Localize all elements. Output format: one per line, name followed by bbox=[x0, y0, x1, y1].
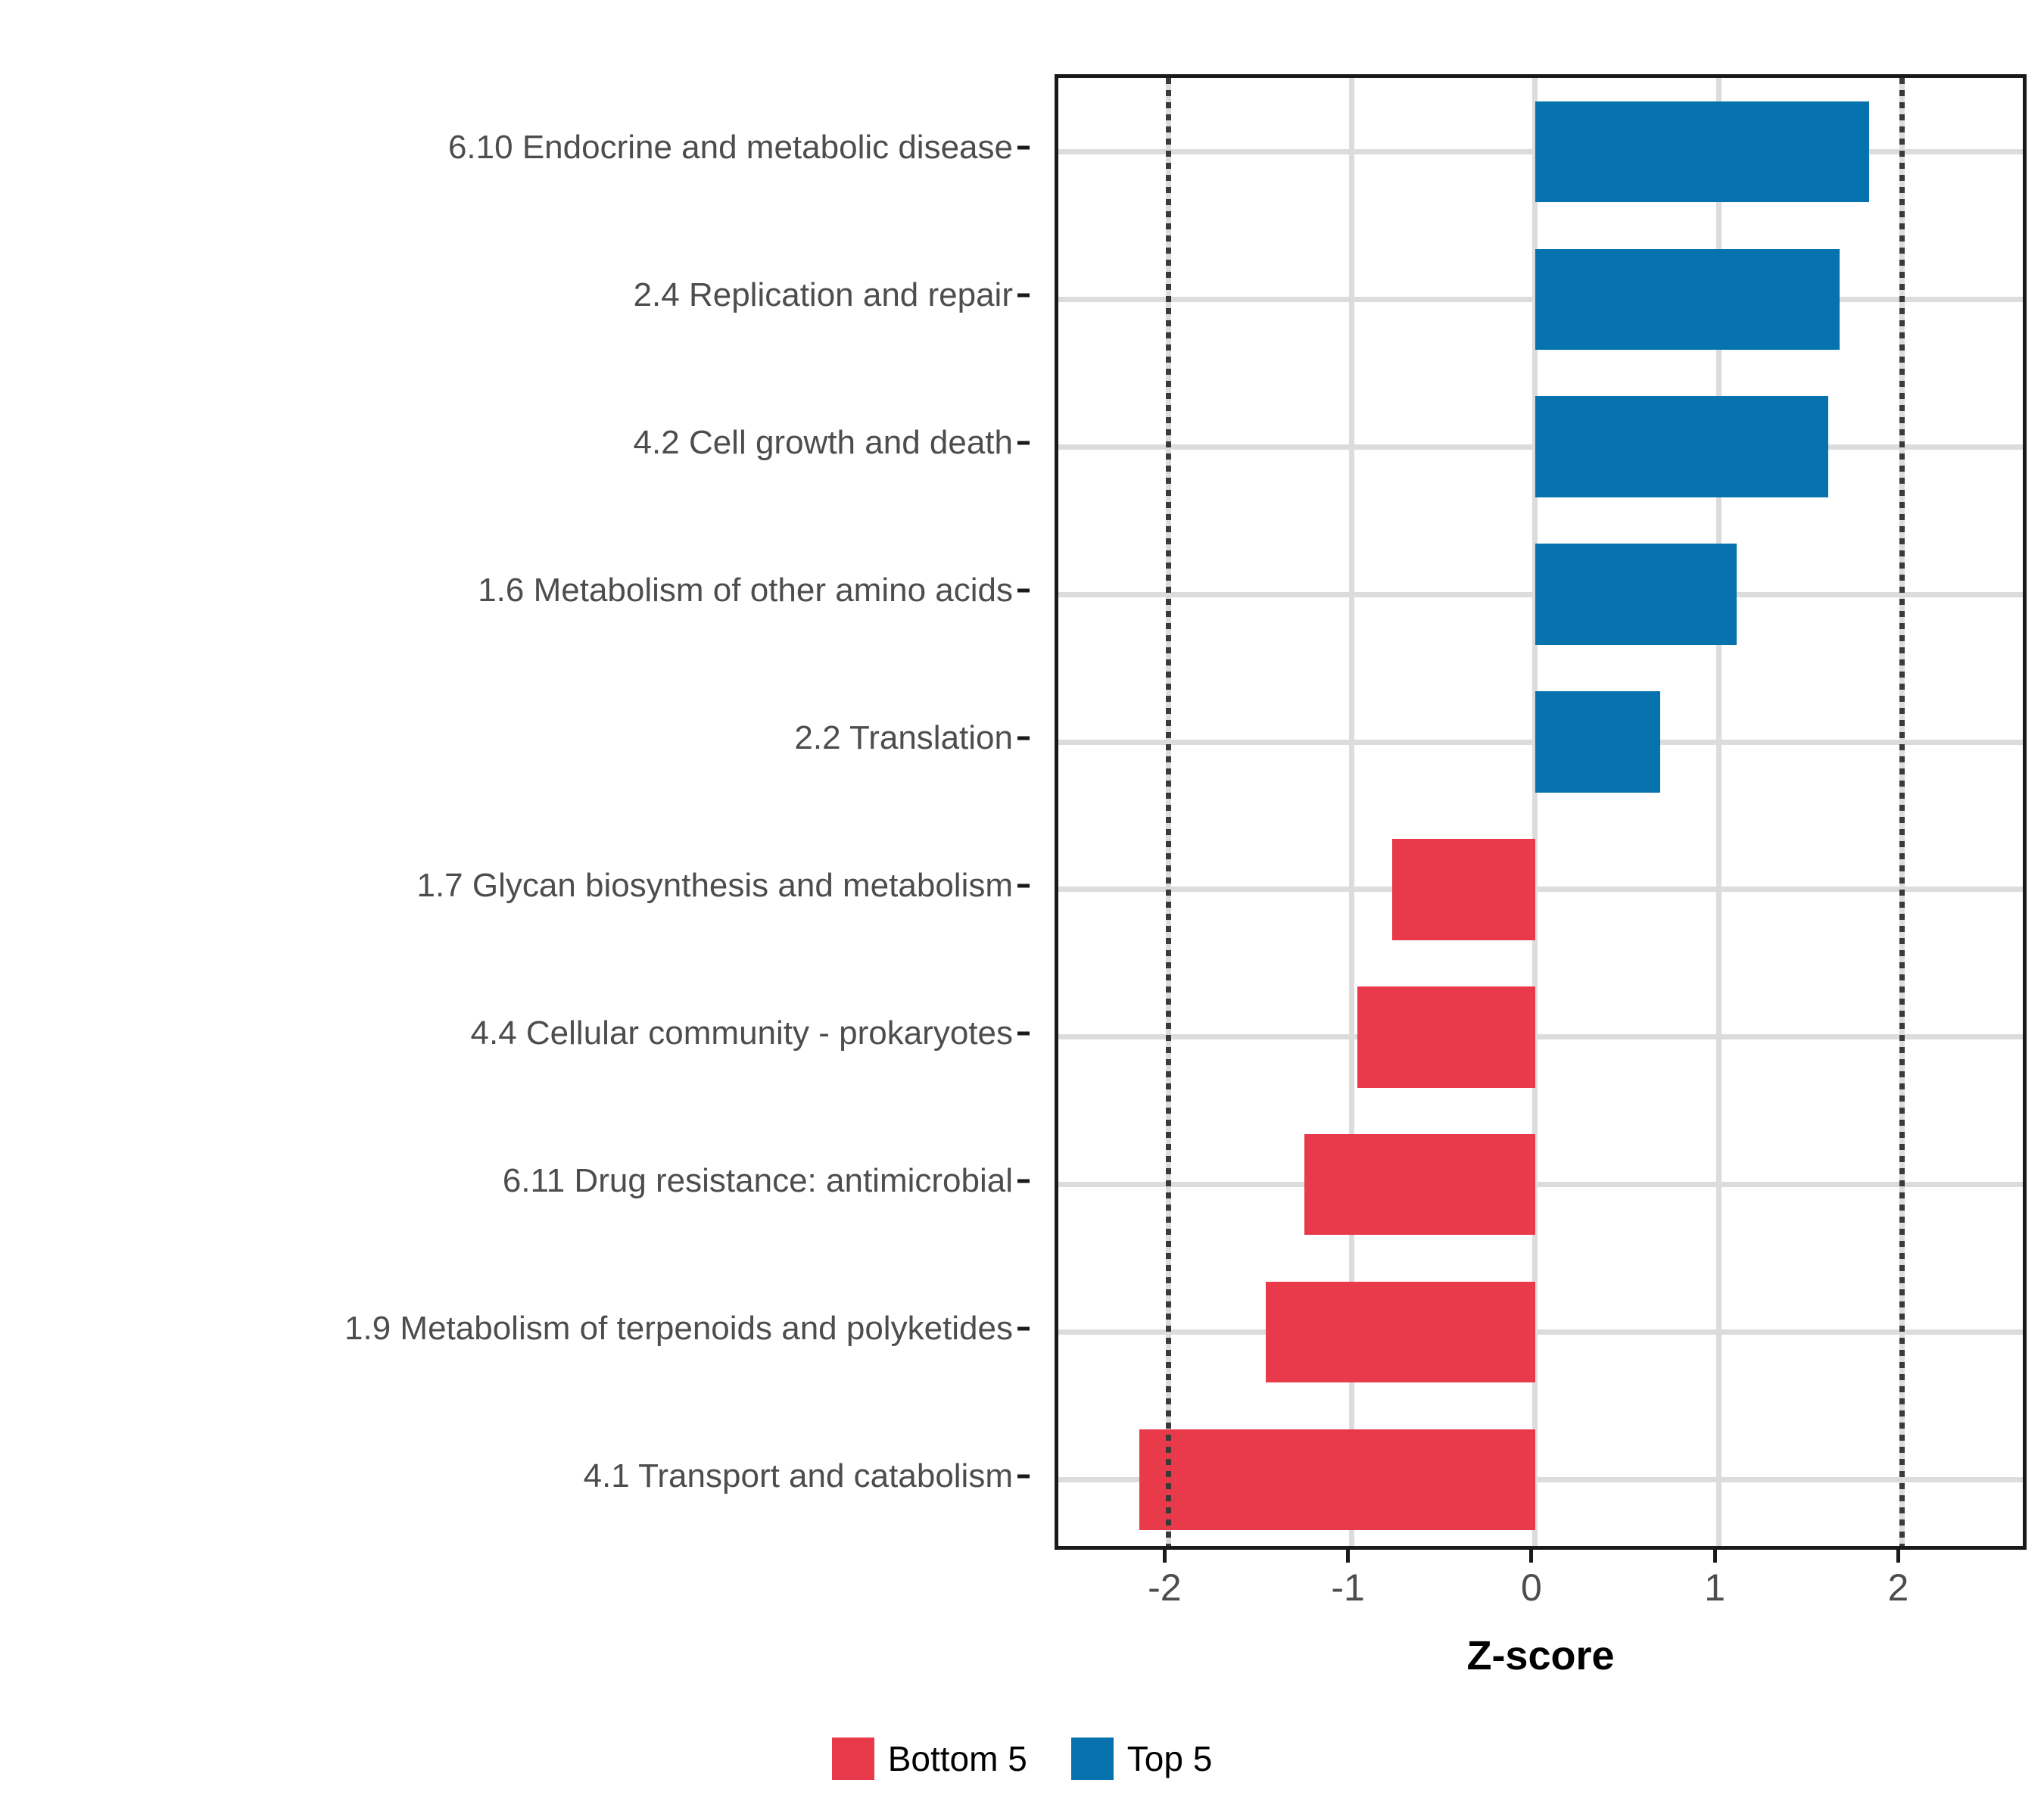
gridline-horizontal bbox=[1058, 1034, 2023, 1040]
legend-swatch-icon bbox=[831, 1738, 874, 1780]
x-axis-tick-label: 0 bbox=[1520, 1566, 1542, 1609]
x-axis-title: Z-score bbox=[1466, 1633, 1615, 1678]
x-axis-tick-label: 2 bbox=[1887, 1566, 1909, 1609]
bar bbox=[1357, 986, 1535, 1088]
legend-item[interactable]: Top 5 bbox=[1070, 1738, 1213, 1780]
y-axis-tick-mark bbox=[1017, 588, 1030, 593]
x-axis-tick-label: 1 bbox=[1704, 1566, 1726, 1609]
gridline-horizontal bbox=[1058, 1329, 2023, 1335]
legend-label: Top 5 bbox=[1126, 1739, 1213, 1778]
y-axis-tick-mark bbox=[1017, 1179, 1030, 1183]
y-axis-labels: 6.10 Endocrine and metabolic disease 2.4 … bbox=[0, 74, 1030, 1550]
y-axis-tick-label: 6.11 Drug resistance: antimicrobial bbox=[502, 1161, 1013, 1199]
y-axis-tick-label: 1.6 Metabolism of other amino acids bbox=[478, 572, 1013, 609]
y-axis-tick-mark bbox=[1017, 736, 1030, 740]
y-axis-tick-mark bbox=[1017, 1326, 1030, 1331]
bar bbox=[1535, 101, 1869, 203]
plot-panel bbox=[1055, 74, 2027, 1550]
x-axis-tick-mark bbox=[1896, 1550, 1900, 1563]
y-axis-tick-label: 4.2 Cell growth and death bbox=[633, 424, 1013, 462]
y-axis-tick-mark bbox=[1017, 884, 1030, 888]
bar bbox=[1535, 248, 1840, 351]
x-axis-tick-mark bbox=[1162, 1550, 1167, 1563]
legend-item[interactable]: Bottom 5 bbox=[831, 1738, 1027, 1780]
y-axis-tick-mark bbox=[1017, 293, 1030, 298]
gridline-vertical bbox=[1715, 78, 1722, 1546]
y-axis-tick-label: 4.1 Transport and catabolism bbox=[583, 1457, 1013, 1494]
gridline-horizontal bbox=[1058, 887, 2023, 893]
legend-label: Bottom 5 bbox=[887, 1739, 1027, 1778]
y-axis-tick-mark bbox=[1017, 145, 1030, 150]
y-axis-tick-label: 4.4 Cellular community - prokaryotes bbox=[470, 1014, 1013, 1052]
plot-area bbox=[1058, 78, 2023, 1546]
bar bbox=[1304, 1133, 1535, 1236]
y-axis-tick-mark bbox=[1017, 1474, 1030, 1479]
bar bbox=[1391, 839, 1535, 940]
x-axis-tick-label: -1 bbox=[1331, 1566, 1365, 1609]
bar bbox=[1265, 1281, 1535, 1383]
gridline-horizontal bbox=[1058, 1182, 2023, 1188]
bar bbox=[1139, 1429, 1535, 1531]
gridline-vertical bbox=[1532, 78, 1538, 1546]
x-axis-tick-mark bbox=[1529, 1550, 1534, 1563]
bar bbox=[1535, 396, 1829, 497]
y-axis-tick-label: 6.10 Endocrine and metabolic disease bbox=[447, 129, 1013, 167]
x-axis-tick-mark bbox=[1712, 1550, 1717, 1563]
gridline-vertical bbox=[1349, 78, 1355, 1546]
y-axis-tick-mark bbox=[1017, 1031, 1030, 1036]
y-axis-tick-label: 1.9 Metabolism of terpenoids and polyket… bbox=[344, 1309, 1013, 1347]
bar bbox=[1535, 544, 1737, 645]
bar bbox=[1535, 691, 1660, 793]
y-axis-tick-label: 2.2 Translation bbox=[794, 719, 1013, 757]
gridline-horizontal bbox=[1058, 1477, 2023, 1483]
x-axis-tick-mark bbox=[1346, 1550, 1351, 1563]
reference-line bbox=[1899, 78, 1905, 1546]
y-axis-tick-label: 2.4 Replication and repair bbox=[633, 276, 1013, 314]
y-axis-tick-label: 1.7 Glycan biosynthesis and metabolism bbox=[416, 866, 1013, 904]
y-axis-tick-mark bbox=[1017, 441, 1030, 445]
chart-legend: Bottom 5 Top 5 bbox=[0, 1738, 2044, 1780]
x-axis-tick-label: -2 bbox=[1148, 1566, 1182, 1609]
legend-swatch-icon bbox=[1070, 1738, 1114, 1780]
reference-line bbox=[1165, 78, 1171, 1546]
